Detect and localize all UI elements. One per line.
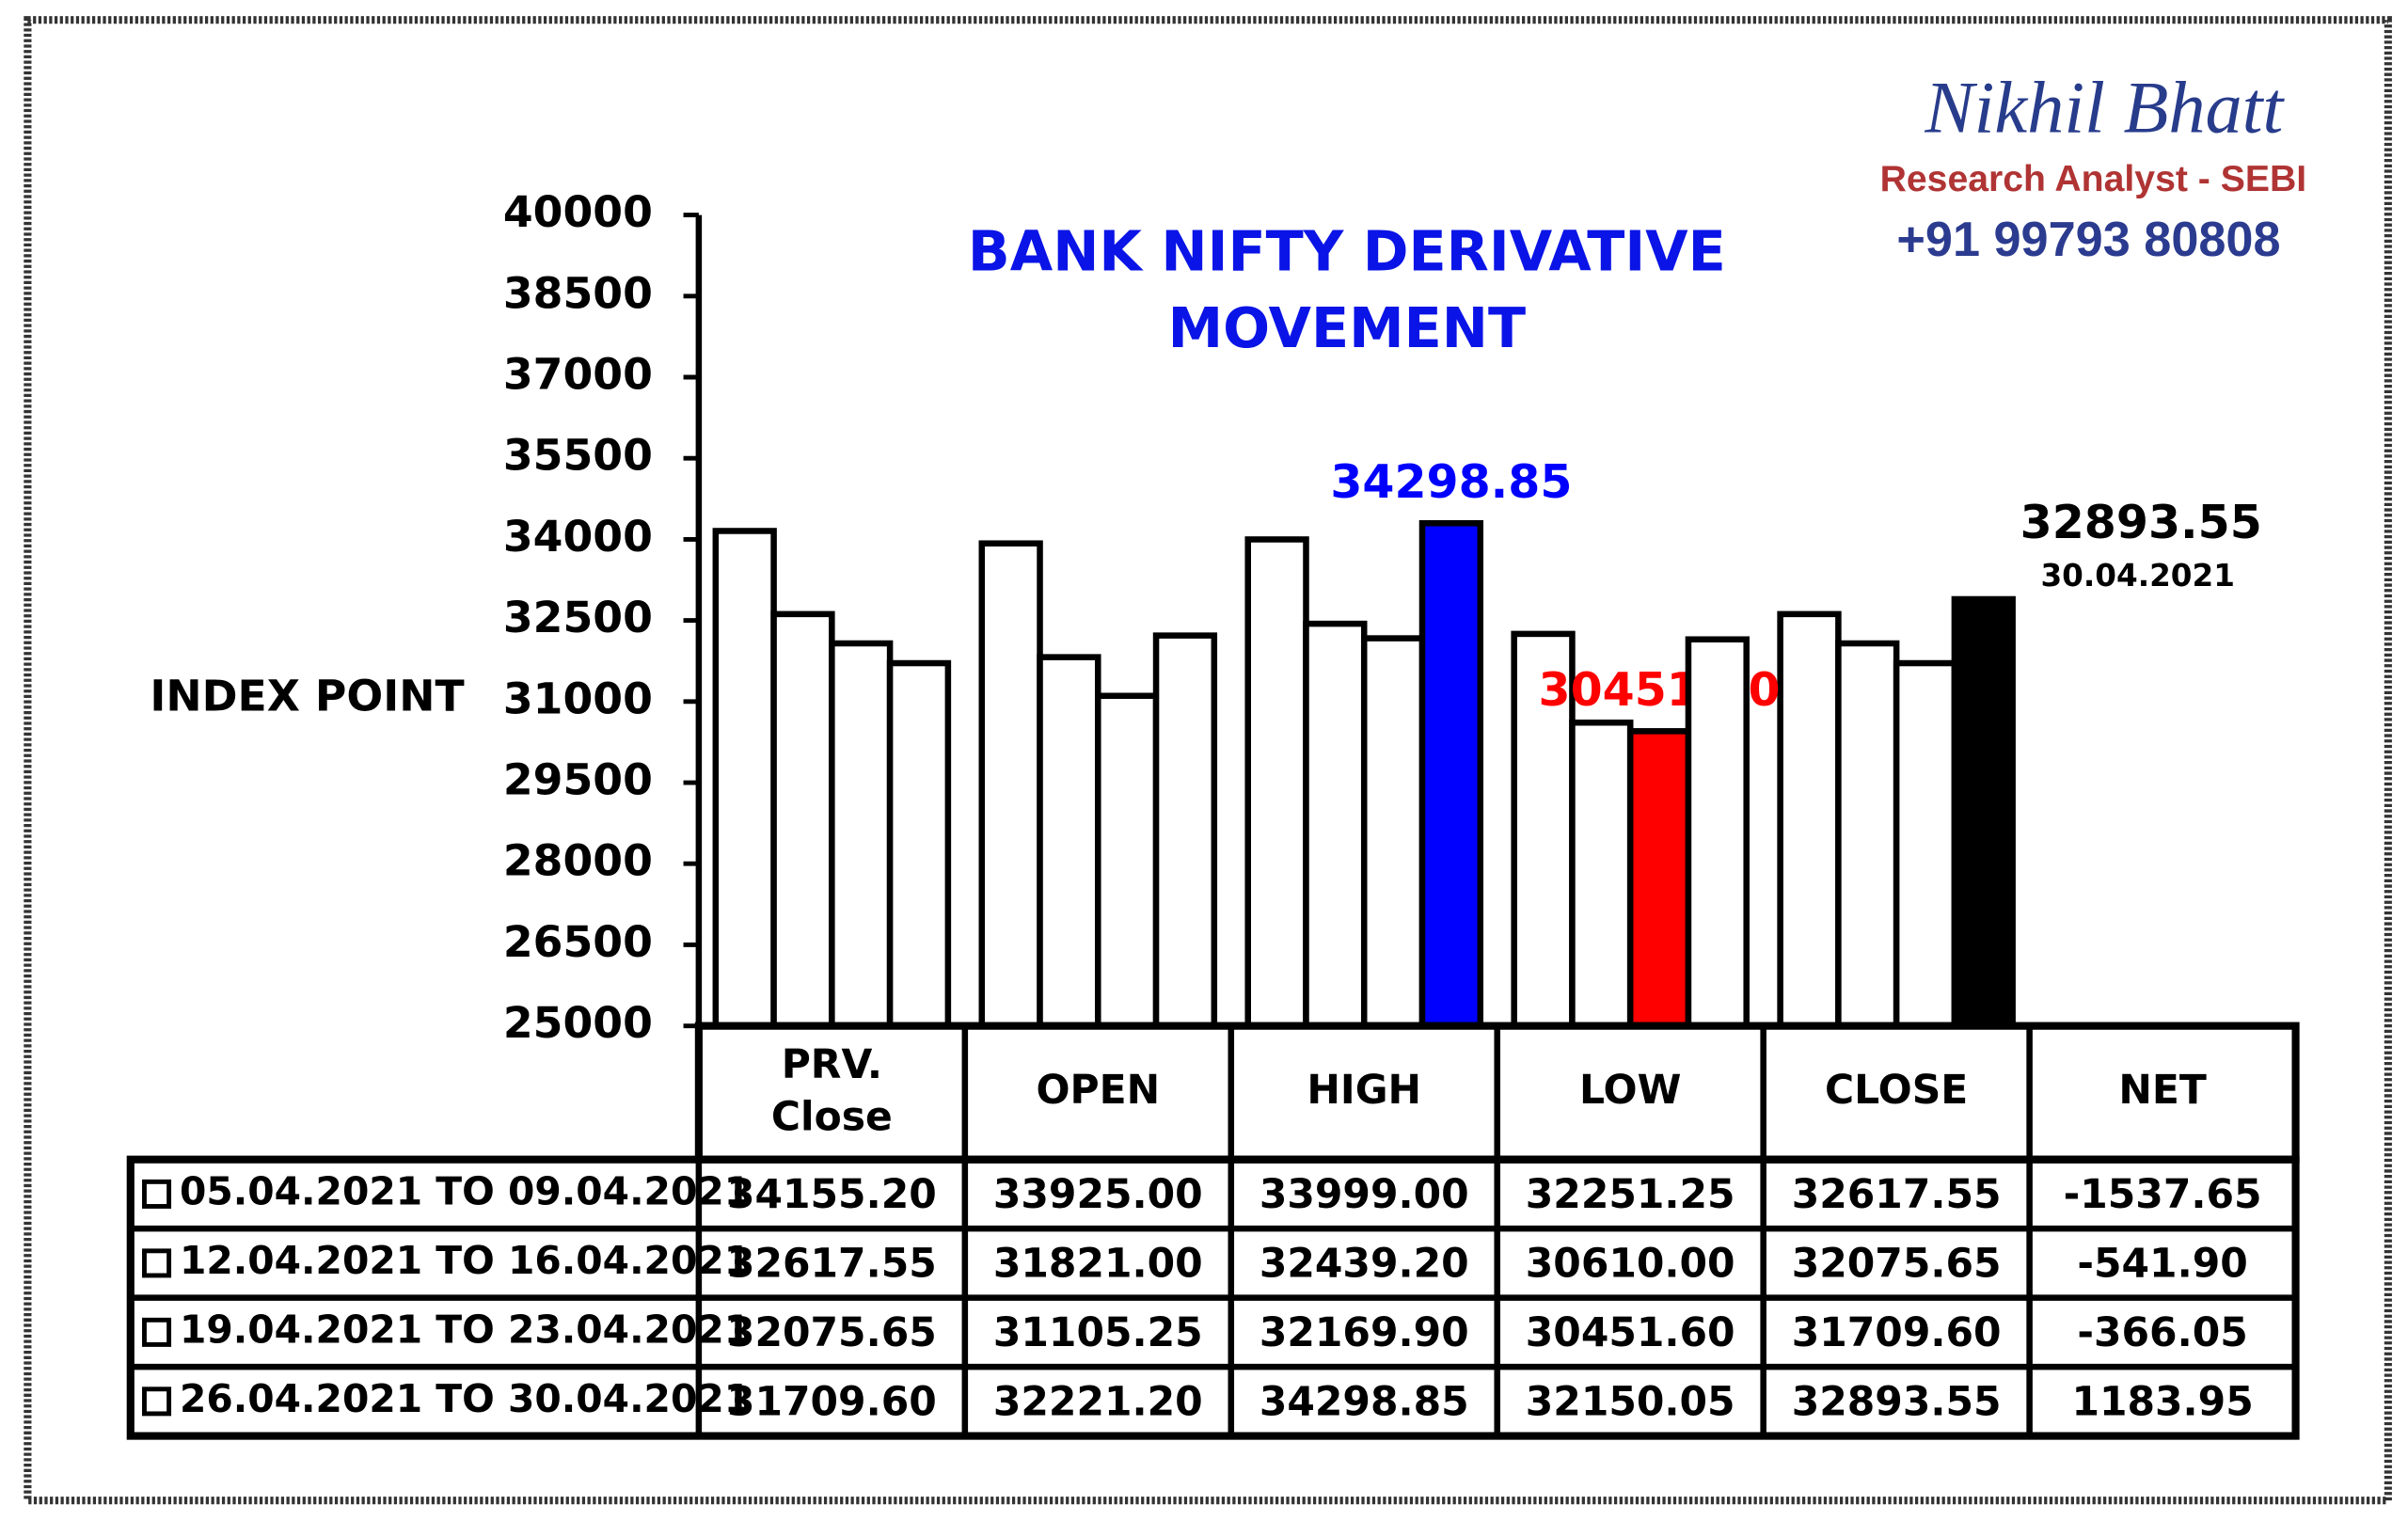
table-cell: -366.05 xyxy=(2077,1310,2247,1356)
table-cell: 31709.60 xyxy=(1792,1310,2002,1356)
bar xyxy=(1360,635,1426,1029)
table-cell: 31105.25 xyxy=(993,1310,1203,1356)
y-tick-label: 32500 xyxy=(503,593,653,642)
brand-phone: +91 99793 80808 xyxy=(1896,213,2280,267)
table-cell: 32617.55 xyxy=(1792,1172,2002,1218)
chart-title: BANK NIFTY DERIVATIVE MOVEMENT xyxy=(967,221,1726,361)
legend-swatch xyxy=(142,1386,172,1417)
table-cell: 34298.85 xyxy=(1259,1380,1469,1426)
column-header: HIGH xyxy=(1307,1068,1421,1114)
bar xyxy=(1095,692,1160,1029)
y-tick-label: 40000 xyxy=(503,187,653,237)
y-tick-label: 29500 xyxy=(503,755,653,805)
bar xyxy=(1569,719,1634,1029)
y-tick-label: 26500 xyxy=(503,917,653,967)
column-header: NET xyxy=(2118,1068,2207,1114)
legend-swatch xyxy=(142,1317,172,1347)
table-cell: 32150.05 xyxy=(1526,1380,1735,1426)
bar xyxy=(829,640,894,1029)
table-cell: 1183.95 xyxy=(2071,1380,2253,1426)
table-cell: 32075.65 xyxy=(1792,1242,2002,1288)
brand-role: Research Analyst - SEBI xyxy=(1880,159,2307,199)
bar xyxy=(770,610,835,1029)
table-cell: 32439.20 xyxy=(1259,1242,1469,1288)
table-cell: 32075.65 xyxy=(727,1310,937,1356)
bar xyxy=(1777,610,1842,1029)
column-header: OPEN xyxy=(1036,1068,1160,1114)
bar xyxy=(1037,654,1101,1029)
bar xyxy=(1685,636,1750,1029)
legend-swatch xyxy=(142,1248,172,1278)
table-cell: 32893.55 xyxy=(1792,1380,2002,1426)
table-cell: 32251.25 xyxy=(1526,1172,1735,1218)
y-tick-label: 31000 xyxy=(503,673,653,723)
bar xyxy=(1626,728,1692,1029)
bar xyxy=(1418,519,1484,1029)
bar xyxy=(886,659,952,1029)
bar xyxy=(712,528,777,1029)
table-cell: 30451.60 xyxy=(1526,1310,1735,1356)
bar xyxy=(1951,595,2016,1029)
table-cell: -1537.65 xyxy=(2064,1172,2262,1218)
bar xyxy=(1152,632,1218,1029)
y-tick-label: 38500 xyxy=(503,268,653,318)
table-cell: 30610.00 xyxy=(1526,1242,1735,1288)
table-cell: 31709.60 xyxy=(727,1380,937,1426)
table-cell: 32221.20 xyxy=(993,1380,1203,1426)
y-tick-label: 34000 xyxy=(503,512,653,562)
y-tick-label: 35500 xyxy=(503,431,653,481)
table-cell: -541.90 xyxy=(2077,1242,2247,1288)
data-label: 34298.85 xyxy=(1330,455,1572,509)
table-cell: 31821.00 xyxy=(993,1242,1203,1288)
y-axis-label: INDEX POINT xyxy=(150,671,464,721)
bar xyxy=(1244,536,1309,1029)
brand-name: Nikhil Bhatt xyxy=(1924,66,2285,148)
bar xyxy=(1835,640,1900,1029)
column-header: CLOSE xyxy=(1825,1068,1968,1114)
legend-label: 19.04.2021 TO 23.04.2021 xyxy=(180,1307,751,1352)
y-tick-label: 25000 xyxy=(503,998,653,1048)
legend-swatch xyxy=(142,1179,172,1209)
table-cell: 33999.00 xyxy=(1259,1172,1469,1218)
data-label: 32893.55 xyxy=(2020,496,2262,549)
bar xyxy=(1893,659,1958,1029)
table-cell: 34155.20 xyxy=(727,1172,937,1218)
bar xyxy=(1303,620,1368,1029)
table-cell: 33925.00 xyxy=(993,1172,1203,1218)
column-header: LOW xyxy=(1579,1068,1681,1114)
y-tick-label: 37000 xyxy=(503,349,653,399)
annotation: 30.04.2021 xyxy=(2040,558,2235,594)
legend-label: 26.04.2021 TO 30.04.2021 xyxy=(180,1376,751,1421)
bar xyxy=(978,540,1043,1029)
column-header: PRV. Close xyxy=(771,1041,893,1140)
legend-label: 12.04.2021 TO 16.04.2021 xyxy=(180,1238,751,1283)
legend-label: 05.04.2021 TO 09.04.2021 xyxy=(180,1168,751,1213)
table-cell: 32169.90 xyxy=(1259,1310,1469,1356)
table-cell: 32617.55 xyxy=(727,1242,937,1288)
y-tick-label: 28000 xyxy=(503,836,653,886)
